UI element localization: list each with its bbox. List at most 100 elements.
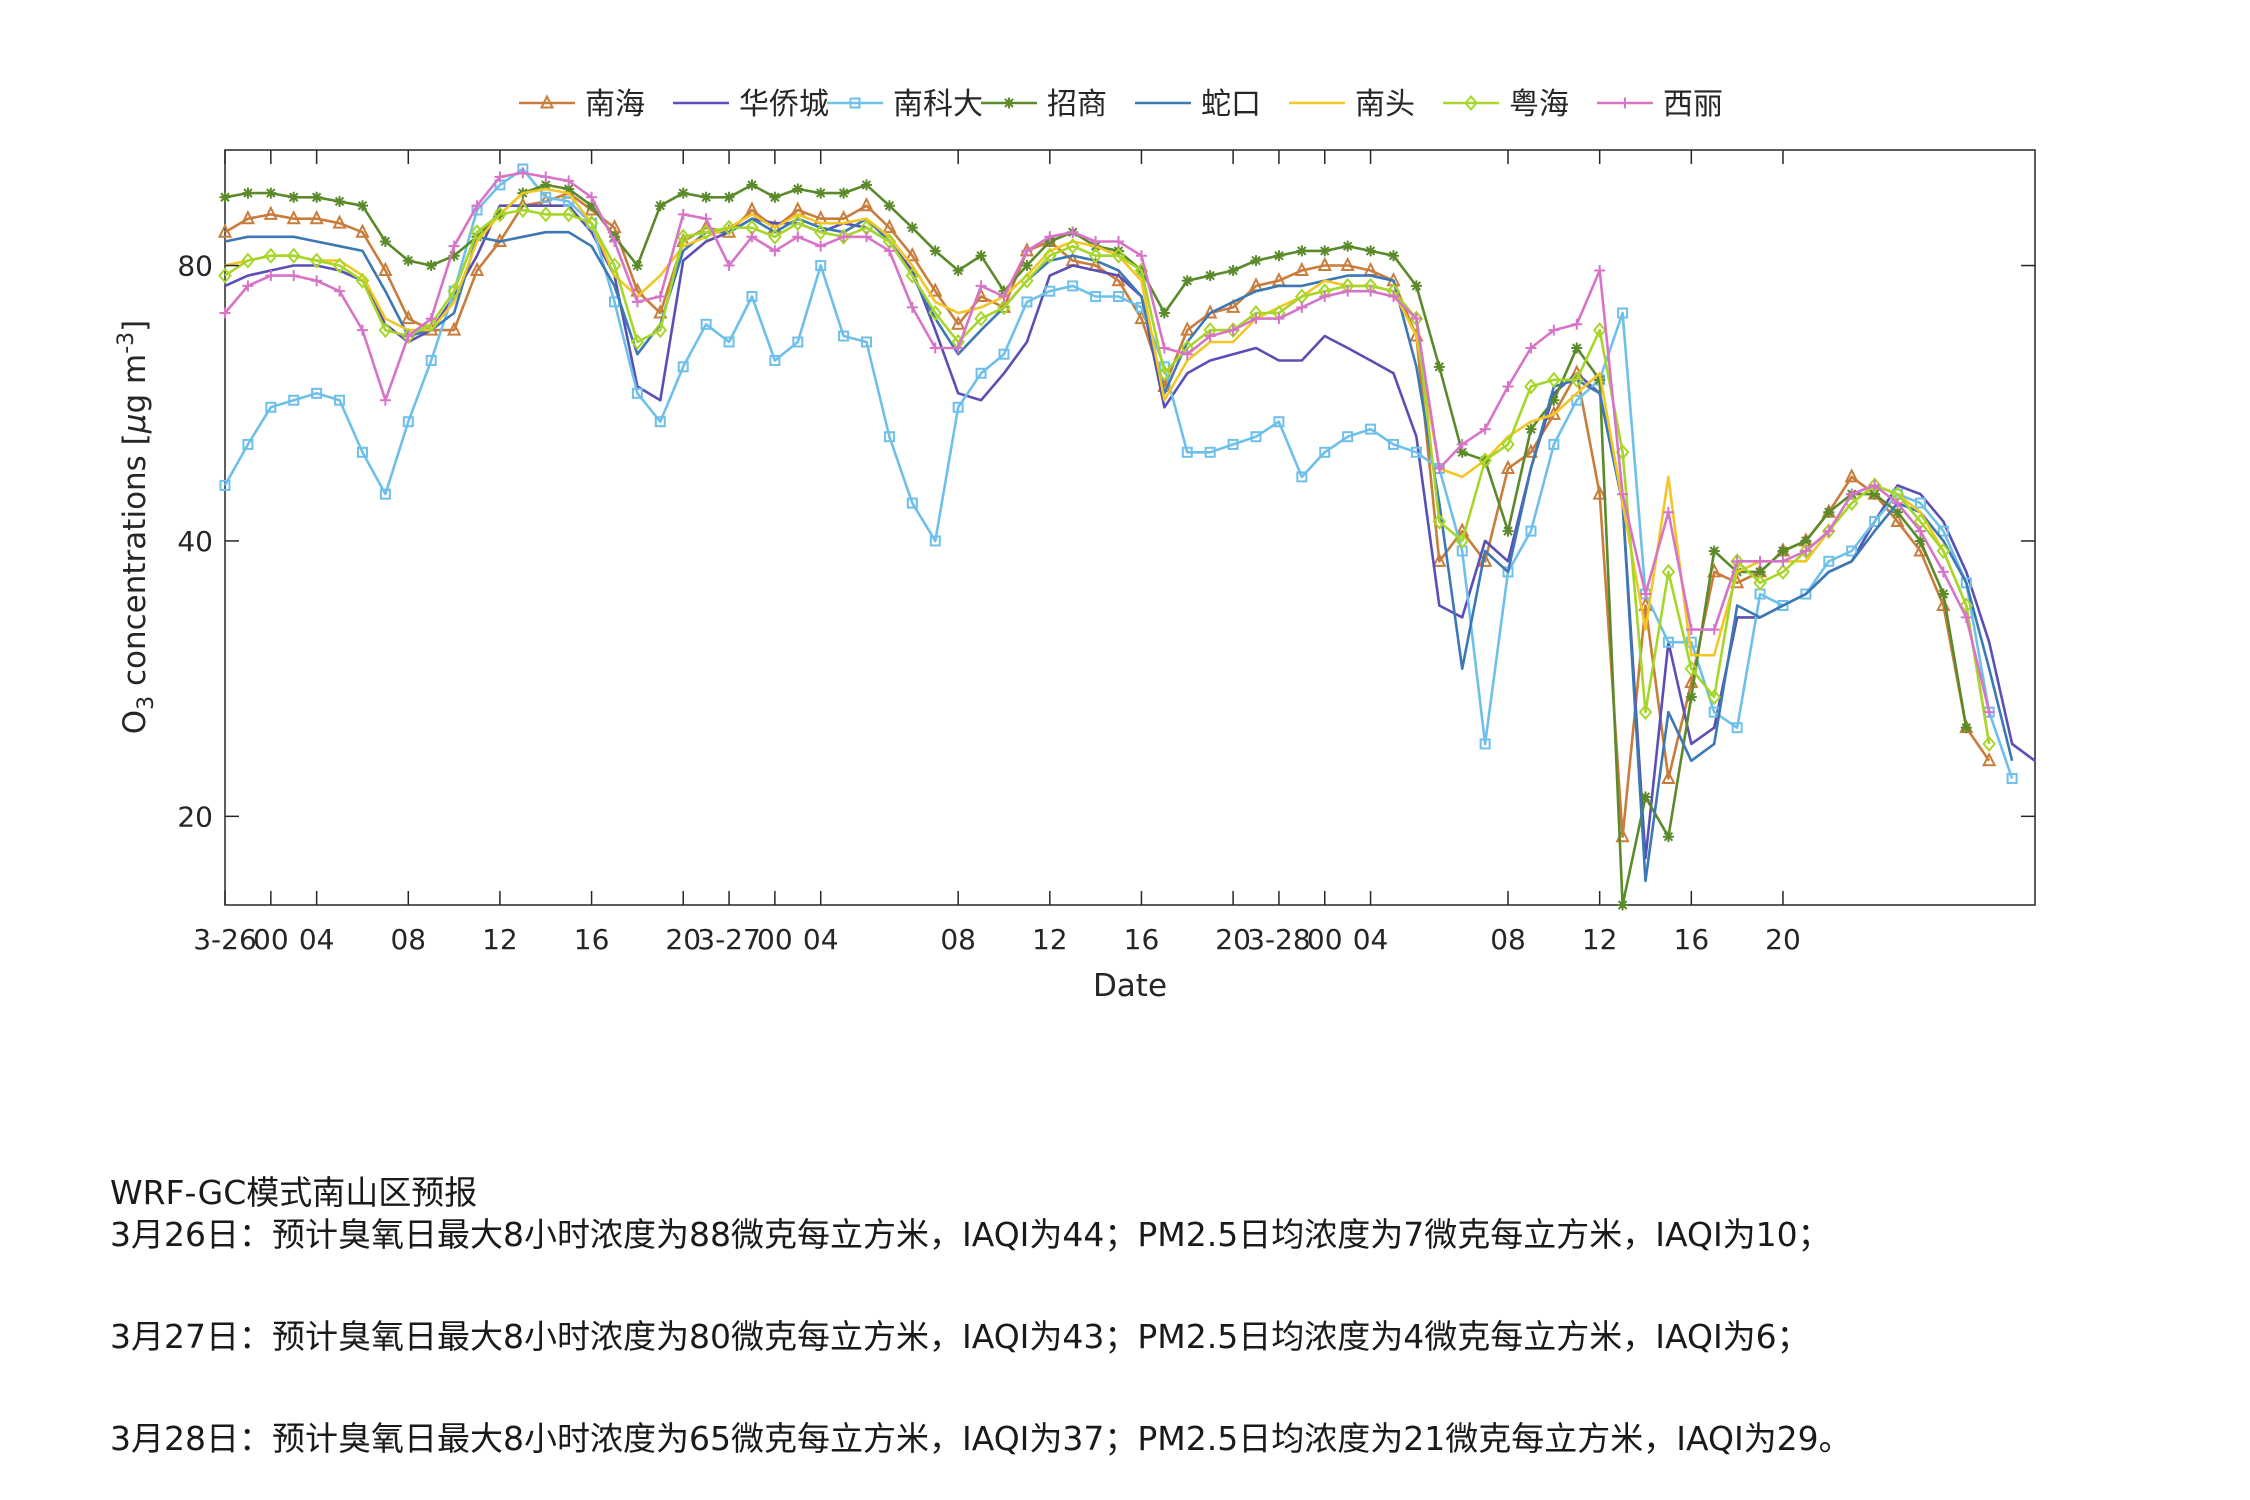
legend-item: 南头 bbox=[1289, 87, 1415, 122]
data-point bbox=[1892, 506, 1904, 518]
data-point bbox=[586, 191, 598, 203]
data-point bbox=[928, 304, 943, 322]
x-tick-label: 08 bbox=[390, 923, 426, 956]
x-tick-label: 08 bbox=[1490, 923, 1526, 956]
data-point bbox=[1640, 791, 1652, 803]
data-point bbox=[1662, 831, 1674, 843]
data-point bbox=[1662, 636, 1674, 648]
data-point bbox=[1387, 438, 1399, 450]
data-point bbox=[1021, 260, 1033, 272]
data-point bbox=[265, 401, 277, 413]
data-point bbox=[769, 245, 781, 257]
data-point bbox=[1342, 431, 1354, 443]
data-point bbox=[1455, 532, 1470, 549]
data-point bbox=[1524, 378, 1538, 395]
data-point bbox=[1661, 563, 1676, 580]
data-point bbox=[1432, 552, 1447, 567]
data-point bbox=[1800, 535, 1812, 547]
data-point bbox=[448, 250, 460, 262]
legend-label: 华侨城 bbox=[739, 87, 829, 122]
data-point bbox=[311, 387, 323, 399]
data-point bbox=[379, 235, 391, 247]
data-point bbox=[288, 394, 300, 406]
data-point bbox=[470, 224, 484, 241]
data-point bbox=[815, 240, 827, 252]
data-point bbox=[1914, 525, 1926, 537]
data-point bbox=[838, 187, 850, 199]
data-point bbox=[952, 401, 964, 413]
forecast-day-3: 3月28日：预计臭氧日最大8小时浓度为65微克每立方米，IAQI为37；PM2.… bbox=[110, 1419, 1852, 1458]
data-point bbox=[861, 231, 873, 243]
data-point bbox=[332, 214, 347, 229]
data-point bbox=[334, 285, 346, 297]
x-tick-label: 12 bbox=[1582, 923, 1618, 956]
data-point bbox=[1800, 588, 1812, 600]
data-point bbox=[906, 301, 918, 313]
data-point bbox=[1708, 624, 1720, 636]
x-tick-label: 20 bbox=[1765, 923, 1801, 956]
data-point bbox=[1707, 689, 1722, 706]
data-point bbox=[356, 200, 368, 212]
data-point bbox=[1571, 318, 1583, 330]
data-point bbox=[242, 438, 254, 450]
forecast-day-2: 3月27日：预计臭氧日最大8小时浓度为80微克每立方米，IAQI为43；PM2.… bbox=[110, 1317, 1810, 1356]
x-tick-label: 00 bbox=[757, 923, 793, 956]
data-point bbox=[356, 446, 368, 458]
data-point bbox=[906, 497, 918, 509]
data-point bbox=[607, 257, 622, 274]
data-point bbox=[952, 265, 964, 277]
data-point bbox=[951, 315, 966, 330]
x-tick-label: 16 bbox=[1674, 923, 1710, 956]
data-point bbox=[1523, 443, 1539, 458]
data-point bbox=[906, 222, 918, 234]
data-point bbox=[1640, 588, 1652, 600]
data-point bbox=[1342, 240, 1354, 252]
data-point bbox=[1777, 555, 1789, 567]
data-point bbox=[1525, 423, 1537, 435]
legend-label: 南头 bbox=[1355, 87, 1415, 122]
data-point bbox=[334, 195, 346, 207]
data-point bbox=[1273, 416, 1285, 428]
data-point bbox=[608, 235, 620, 247]
plot-frame bbox=[224, 149, 2036, 906]
data-point bbox=[309, 210, 324, 225]
data-point bbox=[1181, 446, 1193, 458]
data-point bbox=[1823, 525, 1835, 537]
data-point bbox=[975, 367, 987, 379]
data-point bbox=[631, 296, 643, 308]
data-point bbox=[242, 187, 254, 199]
data-point bbox=[1754, 555, 1766, 567]
data-point bbox=[676, 228, 691, 245]
data-point bbox=[1410, 446, 1422, 458]
y-axis-title: O3 concentrations [μg m-3] bbox=[114, 320, 159, 735]
data-point bbox=[1158, 342, 1170, 354]
data-point bbox=[402, 255, 414, 267]
y-tick-label: 80 bbox=[177, 250, 213, 283]
data-point bbox=[563, 175, 575, 187]
data-point bbox=[836, 228, 851, 245]
data-point bbox=[1685, 691, 1697, 703]
data-point bbox=[1365, 245, 1377, 257]
data-point bbox=[722, 219, 736, 236]
data-point bbox=[469, 261, 485, 277]
data-point bbox=[654, 200, 666, 212]
data-point bbox=[1365, 285, 1377, 297]
data-point bbox=[838, 330, 850, 342]
data-point bbox=[1662, 506, 1674, 518]
data-point bbox=[288, 191, 300, 203]
data-point bbox=[2006, 772, 2018, 784]
data-point bbox=[1846, 545, 1858, 557]
data-point bbox=[217, 223, 233, 238]
x-axis-title: Date bbox=[1093, 968, 1167, 1004]
data-point bbox=[1960, 722, 1972, 734]
y-axis-title-mid: concentrations [ bbox=[117, 433, 153, 696]
data-point bbox=[1937, 525, 1949, 537]
data-point bbox=[355, 272, 370, 289]
data-point bbox=[1869, 516, 1881, 528]
data-point bbox=[540, 179, 552, 191]
data-point bbox=[1410, 280, 1422, 292]
data-point bbox=[1478, 452, 1492, 469]
x-tick-label: 04 bbox=[1353, 923, 1389, 956]
